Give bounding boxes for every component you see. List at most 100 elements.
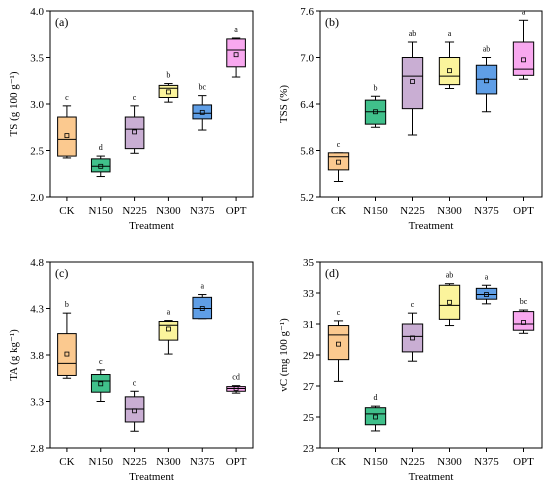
y-tick-label: 3.0 — [30, 99, 44, 111]
significance-letter: bc — [198, 83, 206, 92]
significance-letter: a — [200, 282, 204, 291]
box-body — [475, 287, 498, 300]
y-tick-label: 5.8 — [300, 146, 314, 158]
box-opt: a — [512, 7, 535, 80]
box-body — [364, 407, 387, 426]
box-body — [124, 116, 145, 150]
x-tick-label: N225 — [122, 456, 147, 468]
mean-marker — [64, 133, 70, 139]
y-tick-label: 2.0 — [30, 192, 44, 204]
box-n375: bc — [192, 83, 213, 131]
mean-marker — [166, 89, 171, 95]
y-tick-label: 7.6 — [300, 6, 314, 18]
mean-marker — [521, 320, 526, 325]
mean-marker — [484, 78, 489, 84]
x-axis-title: Treatment — [129, 471, 174, 483]
box-body — [438, 57, 461, 86]
y-tick-label: 2.8 — [30, 443, 44, 455]
box-n300: a — [158, 308, 179, 355]
y-axis-title: TSS (%) — [278, 85, 290, 124]
panel-c: 2.8 3.3 3.8 4.3 4.8 b c c a a cd CK N150 N225 N300 N375… — [8, 257, 254, 483]
x-tick-label: OPT — [513, 456, 534, 468]
box-body — [158, 84, 179, 98]
box-ck: c — [57, 93, 77, 159]
y-tick-label: 27 — [303, 381, 315, 393]
y-tick-label: 23 — [303, 443, 315, 455]
plot-frame — [319, 261, 543, 449]
mean-marker — [233, 52, 239, 58]
y-tick-label: 2.5 — [30, 146, 44, 158]
x-tick-label: N225 — [400, 205, 425, 217]
significance-letter: a — [485, 272, 489, 281]
mean-marker — [336, 159, 341, 165]
mean-marker — [98, 381, 104, 387]
box-n150: b — [364, 83, 387, 128]
mean-marker — [521, 57, 526, 63]
y-tick-label: 4.0 — [30, 6, 44, 18]
significance-letter: c — [99, 357, 103, 366]
mean-marker — [484, 292, 489, 297]
y-tick-label: 3.3 — [30, 397, 44, 409]
plot-frame — [319, 10, 543, 198]
x-tick-label: N300 — [156, 456, 181, 468]
x-tick-label: N300 — [437, 205, 462, 217]
x-axis-title: Treatment — [409, 471, 454, 483]
y-tick-label: 33 — [303, 288, 315, 300]
significance-letter: c — [337, 308, 341, 317]
significance-letter: b — [374, 83, 378, 92]
box-ck: c — [327, 140, 350, 182]
box-body — [327, 152, 350, 171]
x-tick-label: N375 — [474, 456, 499, 468]
box-opt: bc — [512, 297, 535, 334]
plot-frame — [49, 261, 254, 449]
plot-frame — [49, 10, 254, 198]
y-tick-label: 3.8 — [30, 350, 44, 362]
mean-marker — [199, 306, 205, 311]
significance-letter: c — [65, 93, 69, 102]
panel-label: (b) — [325, 15, 339, 29]
significance-letter: bc — [520, 297, 528, 306]
mean-marker — [336, 341, 341, 347]
mean-marker — [98, 163, 104, 169]
box-n225: c — [124, 93, 145, 154]
box-n225: ab — [401, 29, 424, 136]
box-body — [90, 158, 111, 173]
box-ck: b — [57, 300, 77, 379]
mean-marker — [410, 79, 415, 84]
x-tick-label: N225 — [122, 205, 147, 217]
box-n300: a — [438, 29, 461, 89]
box-ck: c — [327, 308, 350, 382]
x-tick-label: N300 — [437, 456, 462, 468]
mean-marker — [132, 129, 137, 135]
x-tick-label: N375 — [190, 456, 215, 468]
panel-a: 2.0 2.5 3.0 3.5 4.0 c d c b bc a CK N150 N225 N300 N375… — [8, 6, 254, 232]
significance-letter: c — [133, 93, 137, 102]
panel-label: (d) — [325, 266, 339, 280]
y-tick-label: 4.3 — [30, 304, 44, 316]
box-body — [438, 284, 461, 320]
box-body — [57, 333, 77, 376]
y-axis-title: TA (g kg⁻¹) — [8, 329, 20, 381]
y-tick-label: 25 — [303, 412, 315, 424]
x-tick-label: CK — [59, 456, 74, 468]
panel-label: (a) — [55, 15, 68, 29]
significance-letter: cd — [232, 373, 240, 382]
significance-letter: ab — [409, 29, 417, 38]
box-body — [57, 116, 77, 157]
x-tick-label: OPT — [226, 456, 247, 468]
panel-label: (c) — [55, 266, 68, 280]
mean-marker — [410, 335, 415, 341]
box-n150: c — [90, 357, 111, 402]
y-tick-label: 3.5 — [30, 53, 44, 65]
box-n225: c — [401, 300, 424, 362]
y-axis-title: TS (g 100 g⁻¹) — [8, 71, 20, 136]
box-n150: d — [90, 143, 111, 178]
significance-letter: a — [234, 25, 238, 34]
significance-letter: c — [337, 140, 341, 149]
significance-letter: c — [411, 300, 415, 309]
box-body — [512, 311, 535, 331]
box-opt: cd — [226, 373, 246, 394]
x-tick-label: N375 — [190, 205, 215, 217]
